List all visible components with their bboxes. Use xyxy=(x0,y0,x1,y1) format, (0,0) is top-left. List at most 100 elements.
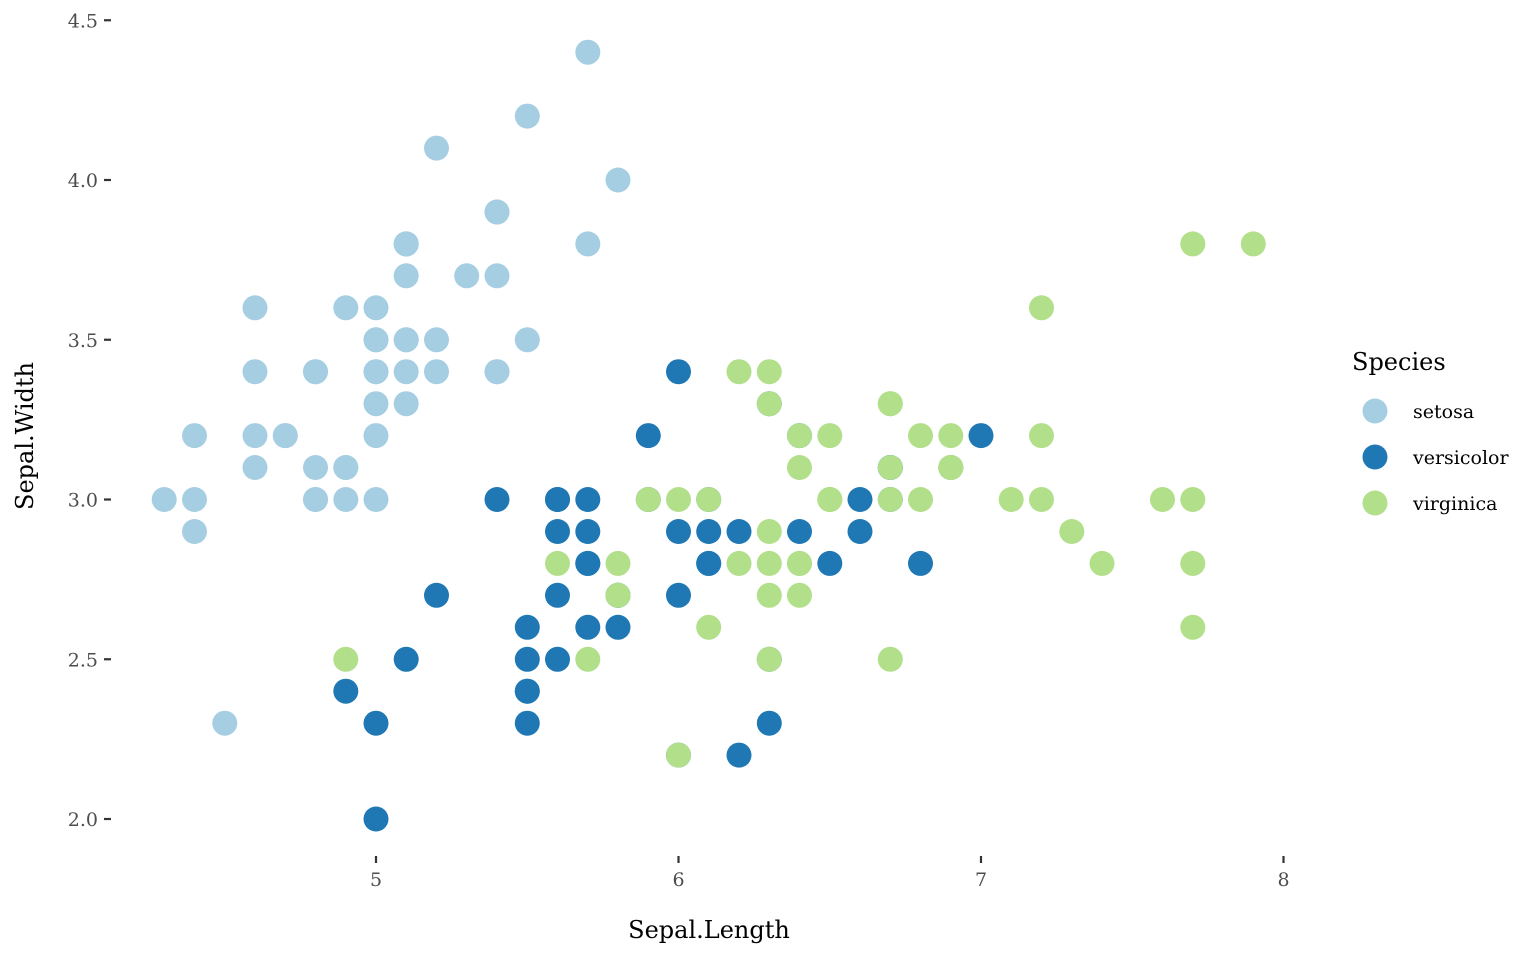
legend-label-versicolor: versicolor xyxy=(1412,447,1509,469)
point-setosa-14 xyxy=(605,167,631,193)
point-versicolor-44 xyxy=(545,582,570,608)
point-versicolor-23 xyxy=(696,550,722,576)
point-virginica-35 xyxy=(1180,487,1206,512)
point-virginica-2 xyxy=(998,487,1024,512)
point-virginica-26 xyxy=(726,550,752,576)
point-setosa-4 xyxy=(363,295,389,321)
point-virginica-46 xyxy=(756,646,782,672)
point-virginica-15 xyxy=(787,423,812,449)
point-setosa-31 xyxy=(484,359,510,385)
point-versicolor-37 xyxy=(756,710,782,736)
point-versicolor-0 xyxy=(968,423,994,449)
point-setosa-48 xyxy=(454,263,480,289)
series-setosa xyxy=(151,39,631,736)
plot-points xyxy=(151,39,1266,832)
point-setosa-38 xyxy=(182,487,207,512)
point-setosa-1 xyxy=(333,487,359,512)
point-setosa-35 xyxy=(363,423,389,449)
legend-label-setosa: setosa xyxy=(1413,401,1474,423)
point-virginica-5 xyxy=(1150,487,1175,512)
point-virginica-3 xyxy=(756,519,782,544)
point-virginica-45 xyxy=(877,487,903,512)
legend-items: setosa versicolor virginica xyxy=(1362,398,1509,516)
point-setosa-24 xyxy=(303,359,328,385)
point-virginica-11 xyxy=(787,582,812,608)
point-setosa-18 xyxy=(575,231,601,257)
y-tick-label-4.5: 4.5 xyxy=(68,10,98,32)
point-setosa-49 xyxy=(363,391,389,417)
point-versicolor-20 xyxy=(635,423,661,449)
point-setosa-41 xyxy=(212,710,238,736)
point-virginica-13 xyxy=(575,646,601,672)
y-axis-title: Sepal.Width xyxy=(11,362,39,510)
point-virginica-48 xyxy=(726,359,752,385)
point-virginica-23 xyxy=(756,582,782,608)
x-tick-label-8: 8 xyxy=(1277,869,1289,891)
point-virginica-41 xyxy=(938,455,964,480)
point-versicolor-14 xyxy=(545,519,570,544)
point-versicolor-34 xyxy=(484,487,510,512)
point-setosa-8 xyxy=(182,519,207,544)
y-tick-label-3.5: 3.5 xyxy=(68,330,98,352)
point-virginica-27 xyxy=(696,487,722,512)
point-setosa-30 xyxy=(303,455,328,480)
legend-key-versicolor xyxy=(1362,444,1388,470)
point-versicolor-47 xyxy=(726,519,752,544)
point-virginica-14 xyxy=(605,550,631,576)
point-virginica-34 xyxy=(696,614,722,640)
point-versicolor-10 xyxy=(363,806,389,832)
point-setosa-10 xyxy=(484,263,510,289)
point-setosa-6 xyxy=(242,359,268,385)
point-versicolor-19 xyxy=(545,646,570,672)
point-virginica-19 xyxy=(666,742,691,768)
point-versicolor-31 xyxy=(514,678,540,704)
point-versicolor-26 xyxy=(908,550,933,576)
point-setosa-47 xyxy=(242,423,268,449)
point-setosa-28 xyxy=(424,359,449,385)
point-virginica-37 xyxy=(787,455,812,480)
point-setosa-23 xyxy=(393,391,419,417)
point-versicolor-42 xyxy=(605,614,631,640)
point-virginica-47 xyxy=(817,487,843,512)
point-setosa-36 xyxy=(514,327,540,353)
point-virginica-40 xyxy=(877,455,903,480)
point-setosa-26 xyxy=(363,359,389,385)
point-virginica-31 xyxy=(1240,231,1266,257)
point-setosa-22 xyxy=(242,295,268,321)
point-virginica-9 xyxy=(1029,295,1054,321)
point-virginica-25 xyxy=(1029,423,1054,449)
point-virginica-42 xyxy=(605,582,631,608)
point-setosa-15 xyxy=(575,39,601,65)
point-virginica-17 xyxy=(1180,231,1206,257)
point-virginica-18 xyxy=(1180,614,1206,640)
point-versicolor-25 xyxy=(847,487,873,512)
point-versicolor-49 xyxy=(575,550,601,576)
point-virginica-8 xyxy=(877,646,903,672)
legend-label-virginica: virginica xyxy=(1412,493,1497,515)
point-versicolor-18 xyxy=(726,742,752,768)
point-setosa-39 xyxy=(393,359,419,385)
point-setosa-21 xyxy=(393,263,419,289)
point-virginica-29 xyxy=(1029,487,1054,512)
point-setosa-27 xyxy=(424,327,449,353)
point-virginica-0 xyxy=(756,391,782,417)
point-virginica-6 xyxy=(333,646,359,672)
y-tick-label-2.0: 2.0 xyxy=(68,809,98,831)
point-virginica-30 xyxy=(1089,550,1115,576)
y-tick-label-3.0: 3.0 xyxy=(68,490,98,512)
point-setosa-45 xyxy=(303,487,328,512)
point-virginica-12 xyxy=(908,487,933,512)
point-versicolor-9 xyxy=(424,582,449,608)
point-setosa-29 xyxy=(272,423,298,449)
series-versicolor xyxy=(333,359,994,832)
legend: Species setosa versicolor virginica xyxy=(1352,348,1509,516)
point-versicolor-33 xyxy=(666,582,691,608)
point-virginica-22 xyxy=(1180,550,1206,576)
point-setosa-43 xyxy=(363,327,389,353)
point-setosa-42 xyxy=(182,423,207,449)
point-virginica-49 xyxy=(635,487,661,512)
point-versicolor-46 xyxy=(575,519,601,544)
point-setosa-32 xyxy=(424,135,449,161)
